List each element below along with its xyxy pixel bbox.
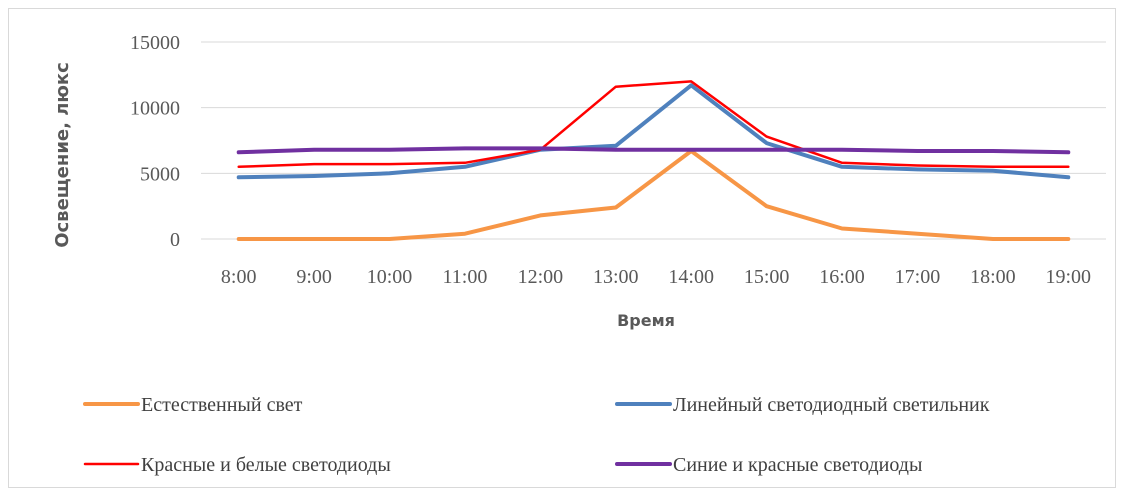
x-tick-label: 8:00 [221, 266, 257, 288]
data-point [464, 233, 466, 235]
x-tick-label: 14:00 [668, 266, 714, 288]
data-point [916, 168, 918, 170]
x-tick-label: 12:00 [518, 266, 564, 288]
legend-item: Линейный светодиодный светильник [615, 394, 990, 416]
data-point [539, 147, 541, 149]
series-line-3 [237, 80, 1070, 169]
data-point [539, 214, 541, 216]
y-axis-title: Освещение, люкс [52, 62, 73, 248]
y-tick-label: 0 [170, 229, 180, 251]
data-point [464, 147, 466, 149]
data-point [238, 238, 240, 240]
data-point [389, 149, 391, 151]
data-point [238, 151, 240, 153]
gridlines [201, 41, 1106, 240]
series-line-1 [236, 149, 1071, 241]
y-tick-label: 5000 [140, 163, 180, 185]
data-point [992, 166, 994, 168]
data-point [690, 80, 692, 82]
data-point [313, 163, 315, 165]
data-point [992, 150, 994, 152]
data-point [992, 170, 994, 172]
y-tick-label: 15000 [130, 32, 180, 54]
data-point [313, 175, 315, 177]
y-tick-label: 10000 [130, 98, 180, 120]
data-point [313, 149, 315, 151]
x-tick-label: 18:00 [970, 266, 1016, 288]
data-point [238, 176, 240, 178]
x-axis-ticks: 8:00 9:00 10:00 11:00 12:00 13:00 14:00 15:00 16… [221, 266, 1091, 288]
data-point [690, 149, 692, 151]
data-point [615, 206, 617, 208]
legend-label: Естественный свет [141, 394, 303, 416]
data-point [841, 162, 843, 164]
data-point [238, 166, 240, 168]
x-tick-label: 11:00 [443, 266, 488, 288]
legend: Естественный свет Линейный светодиодный с… [83, 394, 990, 476]
data-point [464, 162, 466, 164]
data-point [916, 164, 918, 166]
data-point [615, 86, 617, 88]
data-point [313, 238, 315, 240]
data-point [992, 238, 994, 240]
x-tick-label: 13:00 [593, 266, 639, 288]
data-point [766, 142, 768, 144]
chart-frame [8, 8, 1116, 488]
data-point [841, 166, 843, 168]
data-point [841, 227, 843, 229]
data-point [615, 145, 617, 147]
x-tick-label: 19:00 [1046, 266, 1092, 288]
data-point [1067, 166, 1069, 168]
legend-label: Синие и красные светодиоды [673, 454, 922, 476]
series-line-2 [236, 83, 1071, 180]
data-point [615, 149, 617, 151]
legend-label: Линейный светодиодный светильник [673, 394, 990, 416]
legend-item: Синие и красные светодиоды [615, 454, 922, 476]
data-point [1067, 238, 1069, 240]
data-point [916, 150, 918, 152]
data-point [766, 149, 768, 151]
x-axis-title: Время [617, 311, 675, 330]
legend-item: Красные и белые светодиоды [83, 454, 391, 476]
y-axis-ticks: 0 5000 10000 15000 [130, 32, 180, 251]
data-point [464, 166, 466, 168]
legend-label: Красные и белые светодиоды [141, 454, 391, 476]
data-point [766, 136, 768, 138]
data-point [766, 205, 768, 207]
data-point [916, 233, 918, 235]
series-line-4 [236, 146, 1071, 155]
x-tick-label: 15:00 [744, 266, 790, 288]
x-tick-label: 17:00 [895, 266, 941, 288]
x-tick-label: 9:00 [296, 266, 332, 288]
data-point [1067, 176, 1069, 178]
series-lines [236, 80, 1071, 241]
x-tick-label: 10:00 [367, 266, 413, 288]
data-point [389, 172, 391, 174]
data-point [389, 238, 391, 240]
data-point [841, 149, 843, 151]
x-tick-label: 16:00 [819, 266, 865, 288]
data-point [389, 163, 391, 165]
data-point [1067, 151, 1069, 153]
data-point [690, 84, 692, 86]
legend-item: Естественный свет [83, 394, 303, 416]
